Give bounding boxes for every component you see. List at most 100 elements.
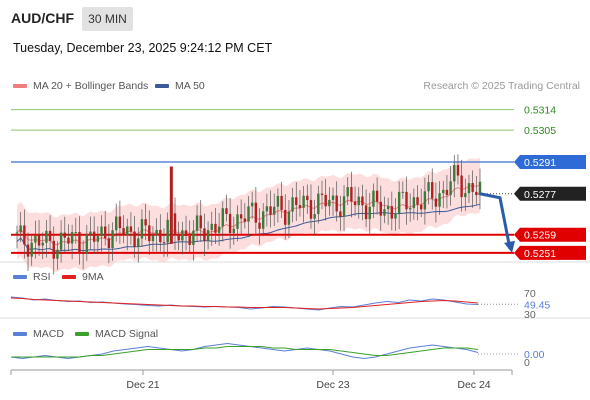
candle-body: [30, 242, 33, 257]
candle-body: [254, 202, 258, 223]
candle-body: [416, 197, 419, 205]
candle-body: [350, 187, 353, 202]
candle-body: [386, 206, 390, 210]
candle-body: [449, 181, 452, 196]
timeframe-button[interactable]: 30 MIN: [82, 7, 133, 31]
candle-body: [140, 219, 144, 239]
candle-body: [368, 206, 371, 220]
candle-body: [427, 182, 430, 192]
candle-body: [59, 232, 63, 250]
level-label-0.5314: 0.5314: [524, 105, 556, 117]
candle-body: [52, 240, 55, 259]
candle-body: [475, 191, 478, 196]
candle-body: [287, 211, 291, 225]
candle-body: [243, 218, 247, 222]
candle-body: [34, 235, 37, 243]
level-box-0.5291: [514, 154, 586, 169]
candle-body: [401, 191, 405, 193]
candle-body: [26, 244, 30, 257]
legend-swatch: [155, 84, 169, 89]
level-box-0.5251: [514, 245, 586, 260]
candle-body: [228, 213, 232, 234]
legend-ma50: MA 50: [155, 80, 205, 92]
candle-body: [408, 208, 412, 210]
candle-body: [203, 228, 206, 242]
candle-body: [346, 187, 349, 197]
legend-rsi-9ma: 9MA: [62, 271, 104, 283]
candle-body: [37, 235, 41, 246]
candle-body: [159, 229, 162, 243]
candle-body: [298, 205, 302, 208]
candle-body: [284, 209, 287, 225]
candle-body: [15, 232, 19, 234]
candle-body: [45, 230, 48, 243]
candle-body: [103, 226, 107, 239]
candle-body: [438, 193, 441, 207]
macd-tick-0: 0: [524, 357, 530, 369]
candle-body: [126, 226, 129, 236]
candle-body: [423, 191, 427, 210]
candle-body: [342, 196, 346, 217]
candle-body: [331, 195, 335, 200]
candle-body: [144, 219, 147, 226]
candle-body: [100, 226, 103, 237]
level-label-0.5259: 0.5259: [524, 230, 556, 242]
candle-body: [148, 225, 151, 242]
spike-candle: [169, 166, 173, 244]
candle-body: [96, 236, 100, 242]
candle-body: [221, 208, 224, 227]
candle-body: [291, 197, 294, 212]
candle-body: [181, 230, 184, 241]
candle-body: [324, 194, 327, 207]
candle-body: [320, 193, 324, 195]
candle-body: [361, 196, 364, 206]
candle-body: [177, 234, 180, 241]
candle-body: [265, 206, 269, 212]
candle-body: [133, 231, 136, 247]
candle-body: [412, 197, 416, 209]
legend-macd-signal: MACD Signal: [75, 328, 158, 340]
x-tick-label: Dec 21: [126, 379, 159, 391]
candle-body: [225, 208, 228, 214]
projection-arrowhead: [504, 240, 515, 253]
candle-body: [379, 201, 382, 216]
candle-body: [107, 238, 111, 249]
candle-body: [137, 238, 140, 247]
candle-body: [464, 193, 467, 198]
candle-body: [295, 197, 298, 206]
candle-body: [357, 196, 360, 206]
macd-line-0: [10, 342, 479, 360]
projection-arrow: [479, 192, 512, 250]
candle-body: [78, 232, 81, 253]
candle-body: [471, 183, 474, 192]
candle-body: [390, 206, 394, 219]
level-label-0.5251: 0.5251: [524, 248, 556, 260]
candle-body: [151, 235, 155, 242]
candle-body: [434, 198, 438, 207]
candle-body: [111, 230, 114, 249]
chart-header: AUD/CHF 30 MIN Tuesday, December 23, 202…: [0, 0, 590, 64]
candle-body: [199, 215, 202, 229]
candle-body: [67, 237, 70, 244]
candle-body: [302, 195, 305, 208]
candles: [15, 154, 482, 275]
candle-body: [173, 213, 177, 235]
candle-body: [456, 165, 460, 176]
candle-body: [353, 201, 357, 206]
candle-body: [48, 230, 52, 241]
candle-body: [162, 242, 166, 244]
candle-body: [214, 223, 217, 233]
candle-body: [273, 206, 276, 215]
rsi-tick-30: 30: [524, 309, 536, 321]
candle-body: [317, 193, 320, 215]
candle-body: [420, 204, 423, 210]
legend-ma20-bollinger: MA 20 + Bollinger Bands: [13, 80, 148, 92]
legend-swatch: [13, 84, 27, 89]
level-label-0.5291: 0.5291: [524, 157, 556, 169]
candle-body: [478, 181, 482, 196]
candle-body: [276, 195, 280, 207]
candle-body: [313, 214, 316, 219]
rsi-line-1: [10, 297, 479, 310]
legend-macd: MACD: [13, 328, 64, 340]
